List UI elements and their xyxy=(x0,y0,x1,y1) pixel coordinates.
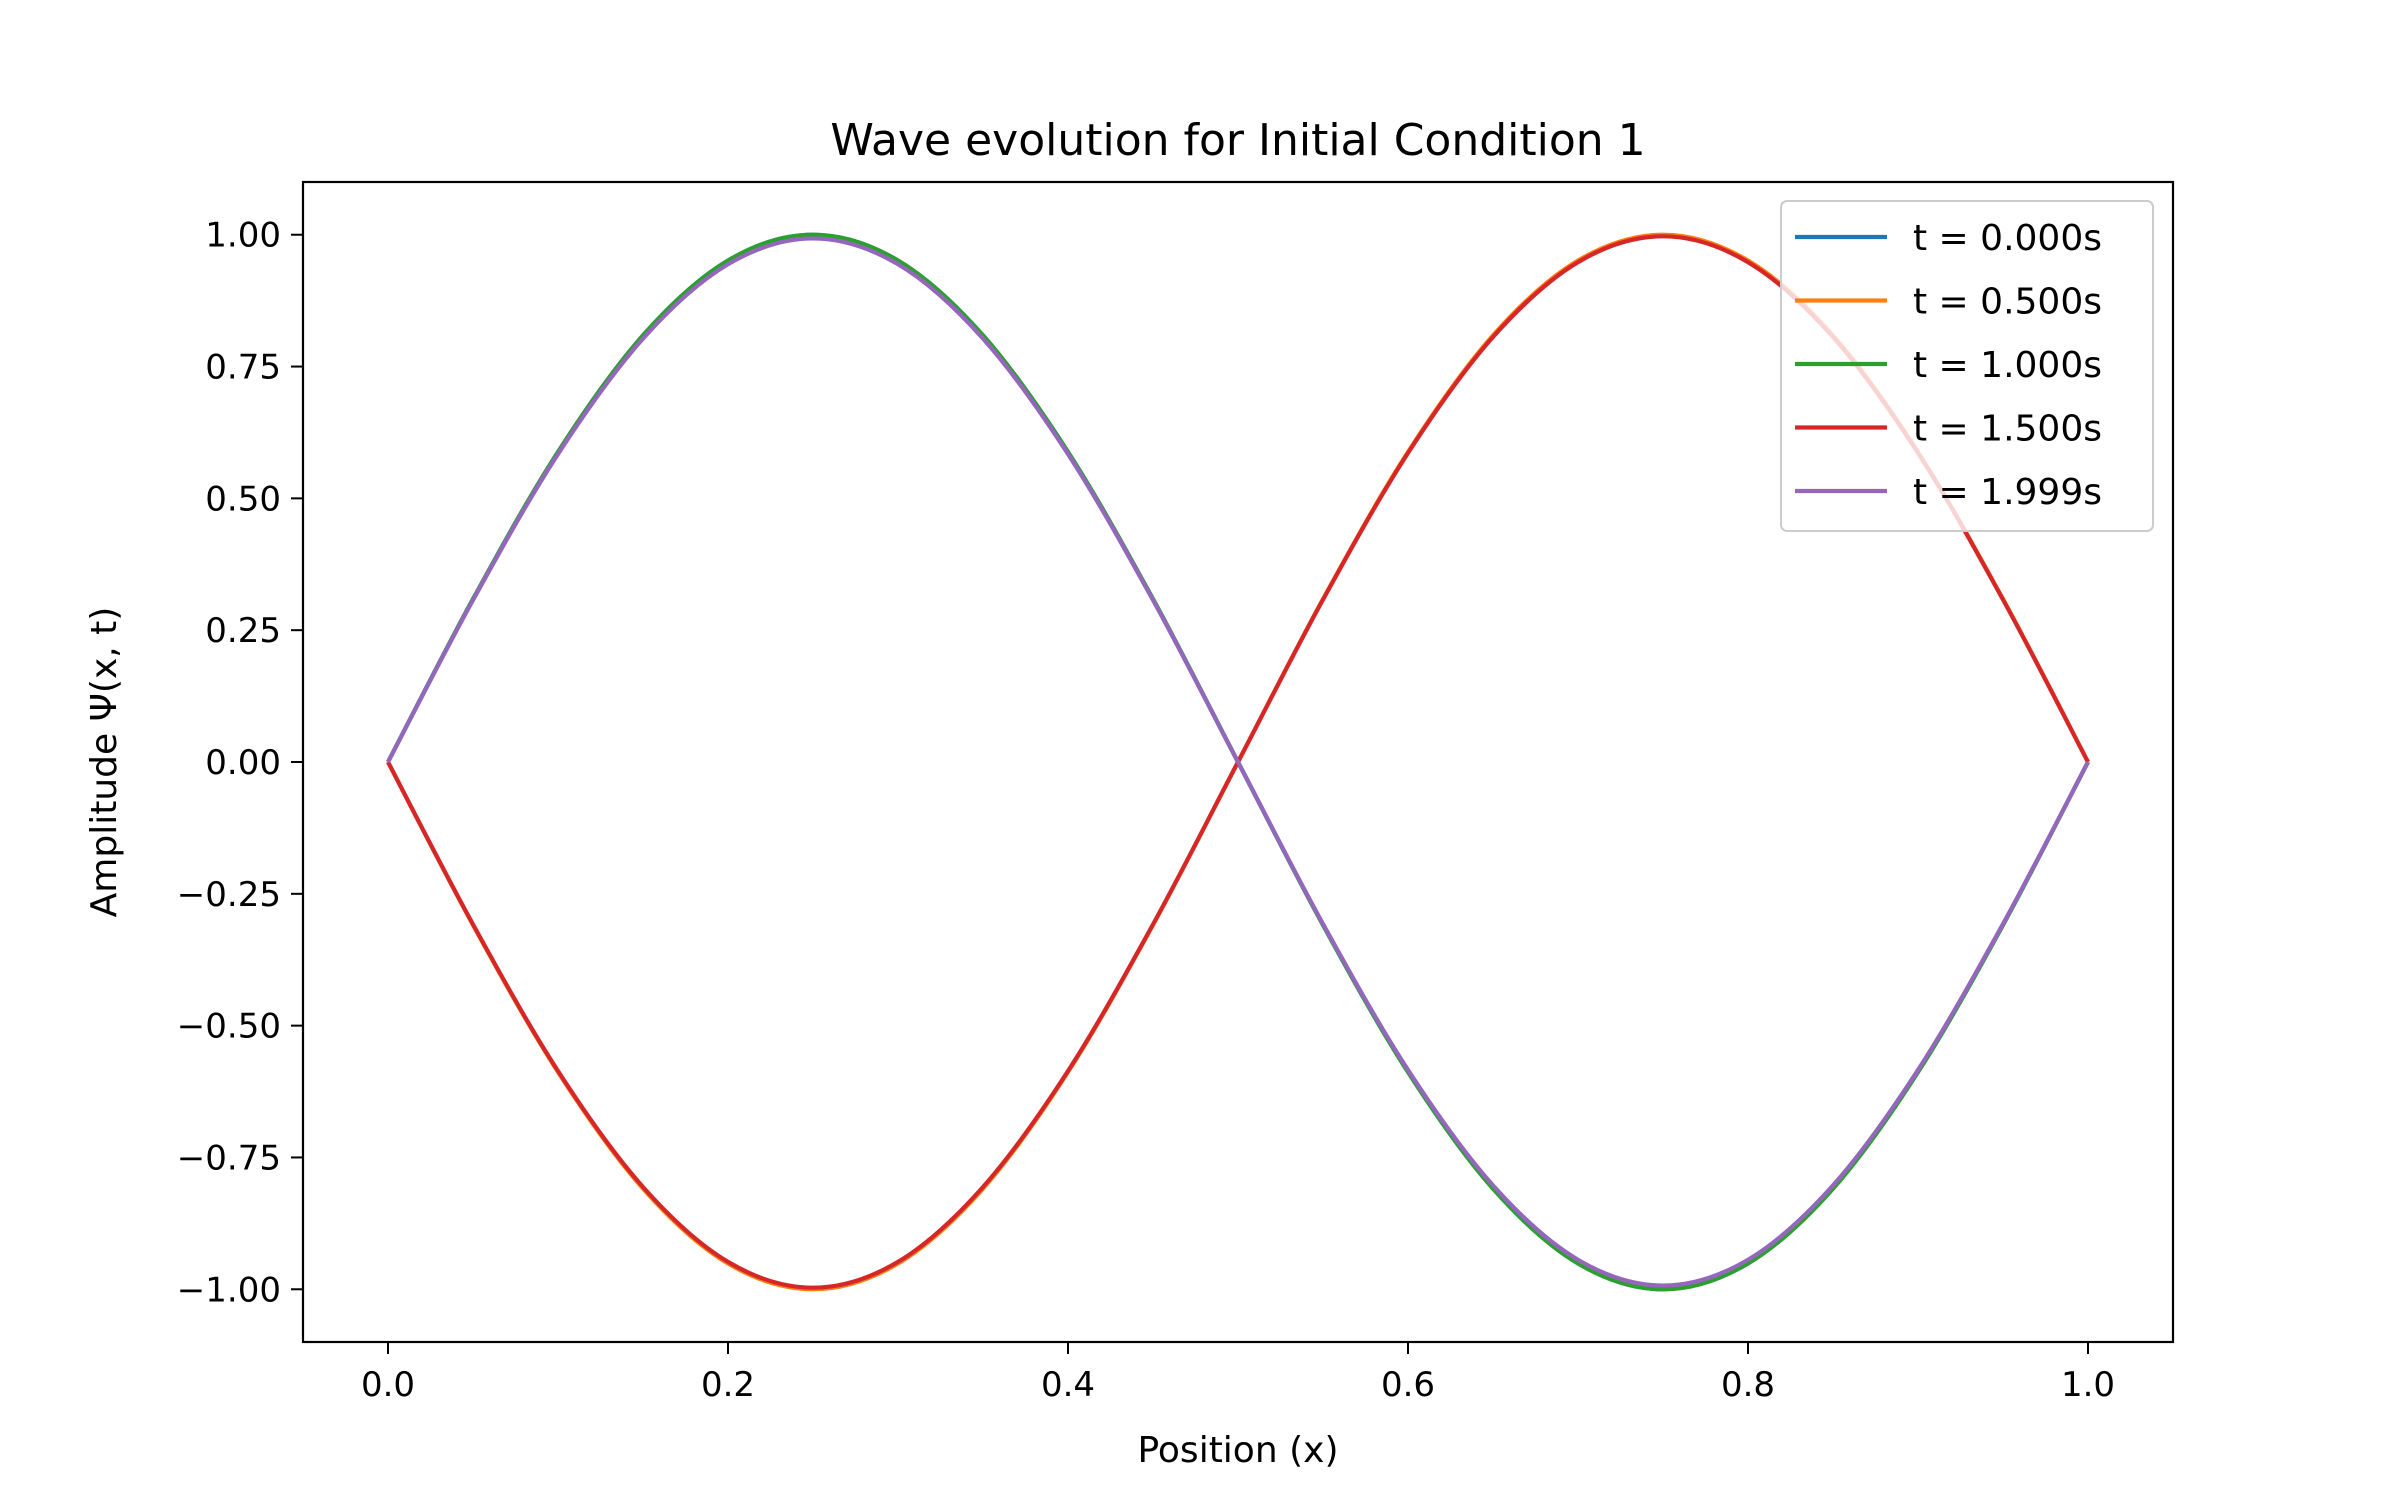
y-tick-label: 1.00 xyxy=(205,216,281,256)
y-tick-label: −0.25 xyxy=(177,875,281,915)
x-tick-label: 0.4 xyxy=(1041,1365,1095,1405)
y-tick-label: 0.75 xyxy=(205,348,281,388)
y-tick-label: 0.25 xyxy=(205,611,281,651)
legend-frame xyxy=(1780,200,2154,532)
series-layer xyxy=(386,232,2090,1292)
y-axis-label: Amplitude Ψ(x, t) xyxy=(84,607,125,918)
chart-title: Wave evolution for Initial Condition 1 xyxy=(830,115,1645,166)
x-tick-label: 0.2 xyxy=(701,1365,755,1405)
x-tick-label: 0.6 xyxy=(1381,1365,1435,1405)
series-line-4 xyxy=(386,236,2090,1288)
x-axis-label: Position (x) xyxy=(1137,1430,1338,1471)
legend: t = 0.000s t = 0.500s t = 1.000s t = 1.500s… xyxy=(1780,200,2154,532)
legend-label-3: t = 1.500s xyxy=(1913,409,2102,450)
legend-label-4: t = 1.999s xyxy=(1913,472,2102,513)
legend-label-2: t = 1.000s xyxy=(1913,345,2102,386)
x-tick-label: 0.8 xyxy=(1721,1365,1775,1405)
y-tick-label: −0.50 xyxy=(177,1007,281,1047)
legend-label-0: t = 0.000s xyxy=(1913,218,2102,259)
x-axis-ticks: 0.0 0.2 0.4 0.6 0.8 1.0 xyxy=(361,1342,2115,1405)
legend-label-1: t = 0.500s xyxy=(1913,282,2102,323)
x-tick-label: 0.0 xyxy=(361,1365,415,1405)
y-axis-ticks: 1.00 0.75 0.50 0.25 0.00 −0.25 −0.50 −0.75 −1.00 xyxy=(177,216,303,1310)
x-tick-label: 1.0 xyxy=(2061,1365,2115,1405)
y-tick-label: −0.75 xyxy=(177,1138,281,1178)
legend-entries: t = 0.000s t = 0.500s t = 1.000s t = 1.500s… xyxy=(1795,218,2102,513)
y-tick-label: 0.50 xyxy=(205,479,281,519)
y-tick-label: −1.00 xyxy=(177,1270,281,1310)
y-tick-label: 0.00 xyxy=(205,743,281,783)
